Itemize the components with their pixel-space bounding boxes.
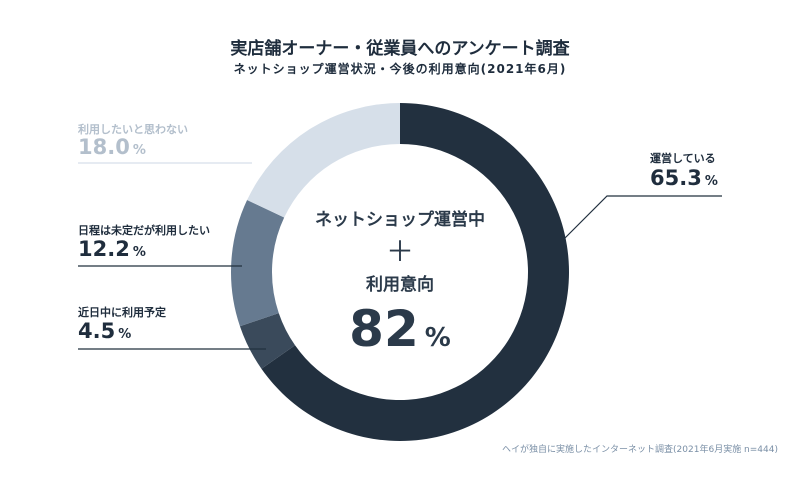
center-line2: 利用意向 xyxy=(366,275,434,295)
slice-value-3: 18.0% xyxy=(78,135,146,159)
slice-value-2: 12.2% xyxy=(78,237,146,261)
slice-label-1: 近日中に利用予定 xyxy=(78,306,166,319)
slice-value-0: 65.3% xyxy=(650,166,718,190)
donut-slice-3 xyxy=(247,103,400,218)
slice-label-0: 運営している xyxy=(650,152,716,165)
chart-subtitle: ネットショップ運営状況・今後の利用意向(2021年6月) xyxy=(233,62,567,76)
donut-slice-2 xyxy=(230,200,285,327)
slice-value-1: 4.5% xyxy=(78,319,132,343)
slice-label-3: 利用したいと思わない xyxy=(78,123,188,136)
center-line1: ネットショップ運営中 xyxy=(315,210,485,230)
center-plus: ＋ xyxy=(385,235,414,268)
center-value: 82% xyxy=(349,300,451,358)
chart-title: 実店舗オーナー・従業員へのアンケート調査 xyxy=(230,39,570,59)
slice-label-2: 日程は未定だが利用したい xyxy=(78,224,210,237)
donut-slice-1 xyxy=(239,313,296,369)
footnote: ヘイが独自に実施したインターネット調査(2021年6月実施 n=444) xyxy=(502,445,778,455)
leader-line-0 xyxy=(562,195,722,241)
